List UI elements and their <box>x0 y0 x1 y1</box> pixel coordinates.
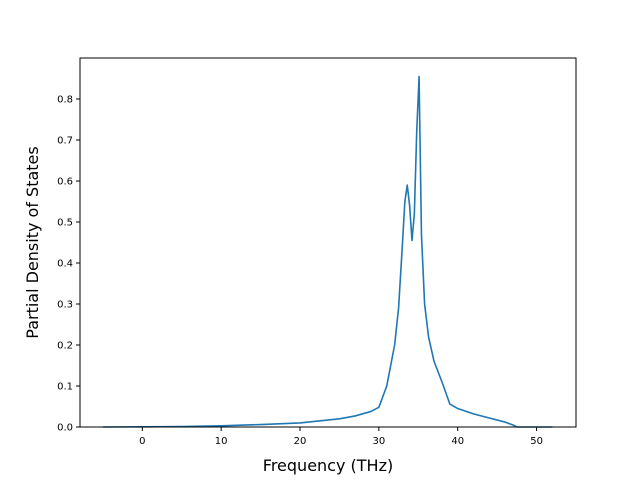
y-tick-label: 0.2 <box>57 341 73 352</box>
x-axis-label: Frequency (THz) <box>263 456 393 475</box>
x-tick-label: 0 <box>139 436 145 447</box>
plot-area-frame <box>79 57 577 428</box>
series-layer <box>102 75 553 428</box>
x-tick-label: 40 <box>451 436 464 447</box>
y-tick-label: 0.3 <box>57 300 73 311</box>
y-tick-label: 0.4 <box>57 259 73 270</box>
y-axis-label: Partial Density of States <box>23 146 42 338</box>
pdos-series-line <box>102 75 553 428</box>
y-tick-label: 0.5 <box>57 218 73 229</box>
y-axis-ticks: 0.0 0.1 0.2 0.3 0.4 0.5 0.6 0.7 0.8 <box>57 95 80 434</box>
y-tick-label: 0.8 <box>57 95 73 106</box>
x-tick-label: 10 <box>215 436 228 447</box>
x-tick-label: 30 <box>372 436 385 447</box>
x-axis-ticks: 0 10 20 30 40 50 <box>139 427 543 447</box>
x-tick-label: 50 <box>530 436 543 447</box>
y-tick-label: 0.6 <box>57 177 73 188</box>
y-tick-label: 0.7 <box>57 136 73 147</box>
x-tick-label: 20 <box>294 436 307 447</box>
y-tick-label: 0.0 <box>57 423 73 434</box>
y-tick-label: 0.1 <box>57 382 73 393</box>
